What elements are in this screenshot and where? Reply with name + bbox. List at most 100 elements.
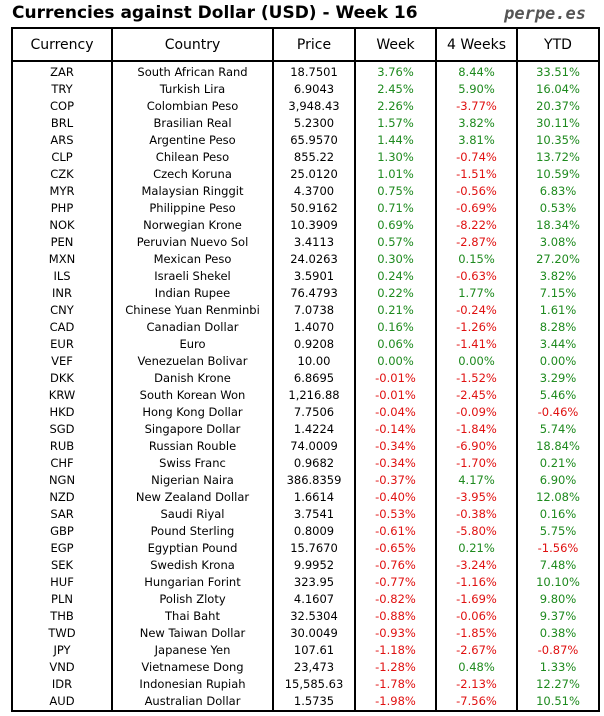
cell-price: 32.5304 bbox=[272, 608, 356, 625]
cell-ytd-change: 8.28% bbox=[516, 319, 600, 336]
cell-ytd-change: 5.75% bbox=[516, 523, 600, 540]
cell-country: Peruvian Nuevo Sol bbox=[111, 234, 274, 251]
cell-ytd-change: 0.21% bbox=[516, 455, 600, 472]
cell-ytd-change: 0.00% bbox=[516, 353, 600, 370]
cell-price: 76.4793 bbox=[272, 285, 356, 302]
table-row: TRY Turkish Lira 6.9043 2.45% 5.90% 16.04% bbox=[11, 81, 600, 98]
cell-currency-code: BRL bbox=[11, 115, 113, 132]
cell-country: Israeli Shekel bbox=[111, 268, 274, 285]
cell-price: 323.95 bbox=[272, 574, 356, 591]
cell-ytd-change: 0.38% bbox=[516, 625, 600, 642]
cell-ytd-change: 12.27% bbox=[516, 676, 600, 693]
header-country: Country bbox=[111, 27, 274, 62]
cell-week-change: -0.93% bbox=[354, 625, 437, 642]
cell-week-change: -0.88% bbox=[354, 608, 437, 625]
cell-price: 1,216.88 bbox=[272, 387, 356, 404]
cell-ytd-change: 27.20% bbox=[516, 251, 600, 268]
cell-week-change: -0.14% bbox=[354, 421, 437, 438]
cell-currency-code: EUR bbox=[11, 336, 113, 353]
cell-price: 23,473 bbox=[272, 659, 356, 676]
cell-4-weeks-change: -2.87% bbox=[435, 234, 518, 251]
cell-4-weeks-change: -8.22% bbox=[435, 217, 518, 234]
cell-4-weeks-change: -3.77% bbox=[435, 98, 518, 115]
cell-week-change: 1.01% bbox=[354, 166, 437, 183]
cell-4-weeks-change: -1.51% bbox=[435, 166, 518, 183]
cell-4-weeks-change: -1.26% bbox=[435, 319, 518, 336]
page-title: Currencies against Dollar (USD) - Week 1… bbox=[12, 3, 418, 23]
cell-ytd-change: 9.37% bbox=[516, 608, 600, 625]
table-row: IDR Indonesian Rupiah 15,585.63 -1.78% -2.13… bbox=[11, 676, 600, 693]
cell-country: Philippine Peso bbox=[111, 200, 274, 217]
cell-country: Hong Kong Dollar bbox=[111, 404, 274, 421]
cell-currency-code: CLP bbox=[11, 149, 113, 166]
cell-ytd-change: 3.44% bbox=[516, 336, 600, 353]
table-row: MYR Malaysian Ringgit 4.3700 0.75% -0.56% 6.8… bbox=[11, 183, 600, 200]
cell-currency-code: CZK bbox=[11, 166, 113, 183]
cell-currency-code: CNY bbox=[11, 302, 113, 319]
table-row: CNY Chinese Yuan Renminbi 7.0738 0.21% -0.24… bbox=[11, 302, 600, 319]
cell-currency-code: KRW bbox=[11, 387, 113, 404]
table-header-row: Currency Country Price Week 4 Weeks YTD bbox=[11, 27, 600, 62]
table-row: EGP Egyptian Pound 15.7670 -0.65% 0.21% -1.56… bbox=[11, 540, 600, 557]
cell-4-weeks-change: -0.74% bbox=[435, 149, 518, 166]
cell-price: 50.9162 bbox=[272, 200, 356, 217]
cell-ytd-change: 5.74% bbox=[516, 421, 600, 438]
cell-4-weeks-change: -3.24% bbox=[435, 557, 518, 574]
table-row: VEF Venezuelan Bolivar 10.00 0.00% 0.00% 0.00… bbox=[11, 353, 600, 370]
cell-price: 5.2300 bbox=[272, 115, 356, 132]
cell-country: Indian Rupee bbox=[111, 285, 274, 302]
cell-4-weeks-change: -0.69% bbox=[435, 200, 518, 217]
cell-week-change: -0.53% bbox=[354, 506, 437, 523]
cell-4-weeks-change: -0.06% bbox=[435, 608, 518, 625]
cell-country: Australian Dollar bbox=[111, 693, 274, 712]
cell-week-change: -0.76% bbox=[354, 557, 437, 574]
cell-ytd-change: 10.35% bbox=[516, 132, 600, 149]
cell-country: Indonesian Rupiah bbox=[111, 676, 274, 693]
cell-country: Polish Zloty bbox=[111, 591, 274, 608]
cell-currency-code: COP bbox=[11, 98, 113, 115]
cell-price: 3.4113 bbox=[272, 234, 356, 251]
table-row: CHF Swiss Franc 0.9682 -0.34% -1.70% 0.21% bbox=[11, 455, 600, 472]
cell-country: South Korean Won bbox=[111, 387, 274, 404]
header-currency: Currency bbox=[11, 27, 113, 62]
cell-country: New Zealand Dollar bbox=[111, 489, 274, 506]
cell-country: Mexican Peso bbox=[111, 251, 274, 268]
table-row: CAD Canadian Dollar 1.4070 0.16% -1.26% 8.28% bbox=[11, 319, 600, 336]
cell-4-weeks-change: -2.67% bbox=[435, 642, 518, 659]
cell-ytd-change: 16.04% bbox=[516, 81, 600, 98]
cell-price: 7.7506 bbox=[272, 404, 356, 421]
cell-week-change: -0.04% bbox=[354, 404, 437, 421]
cell-price: 1.4224 bbox=[272, 421, 356, 438]
cell-week-change: 0.24% bbox=[354, 268, 437, 285]
table-row: HKD Hong Kong Dollar 7.7506 -0.04% -0.09% -0.… bbox=[11, 404, 600, 421]
cell-country: Thai Baht bbox=[111, 608, 274, 625]
cell-week-change: 3.76% bbox=[354, 61, 437, 81]
cell-currency-code: MXN bbox=[11, 251, 113, 268]
cell-currency-code: RUB bbox=[11, 438, 113, 455]
cell-price: 6.9043 bbox=[272, 81, 356, 98]
cell-week-change: 0.22% bbox=[354, 285, 437, 302]
cell-currency-code: HKD bbox=[11, 404, 113, 421]
header-week: Week bbox=[354, 27, 437, 62]
cell-week-change: 1.30% bbox=[354, 149, 437, 166]
cell-currency-code: IDR bbox=[11, 676, 113, 693]
cell-country: Canadian Dollar bbox=[111, 319, 274, 336]
cell-country: Swiss Franc bbox=[111, 455, 274, 472]
table-row: SAR Saudi Riyal 3.7541 -0.53% -0.38% 0.16% bbox=[11, 506, 600, 523]
cell-country: Vietnamese Dong bbox=[111, 659, 274, 676]
currency-table: Currency Country Price Week 4 Weeks YTD … bbox=[11, 27, 600, 712]
cell-price: 386.8359 bbox=[272, 472, 356, 489]
cell-country: Malaysian Ringgit bbox=[111, 183, 274, 200]
cell-ytd-change: 7.15% bbox=[516, 285, 600, 302]
table-row: ILS Israeli Shekel 3.5901 0.24% -0.63% 3.82% bbox=[11, 268, 600, 285]
table-row: COP Colombian Peso 3,948.43 2.26% -3.77% 20.3… bbox=[11, 98, 600, 115]
cell-ytd-change: 9.80% bbox=[516, 591, 600, 608]
cell-currency-code: ARS bbox=[11, 132, 113, 149]
table-row: THB Thai Baht 32.5304 -0.88% -0.06% 9.37% bbox=[11, 608, 600, 625]
cell-week-change: -0.82% bbox=[354, 591, 437, 608]
cell-currency-code: CAD bbox=[11, 319, 113, 336]
table-row: GBP Pound Sterling 0.8009 -0.61% -5.80% 5.75% bbox=[11, 523, 600, 540]
header-price: Price bbox=[272, 27, 356, 62]
cell-week-change: 0.00% bbox=[354, 353, 437, 370]
cell-currency-code: SGD bbox=[11, 421, 113, 438]
